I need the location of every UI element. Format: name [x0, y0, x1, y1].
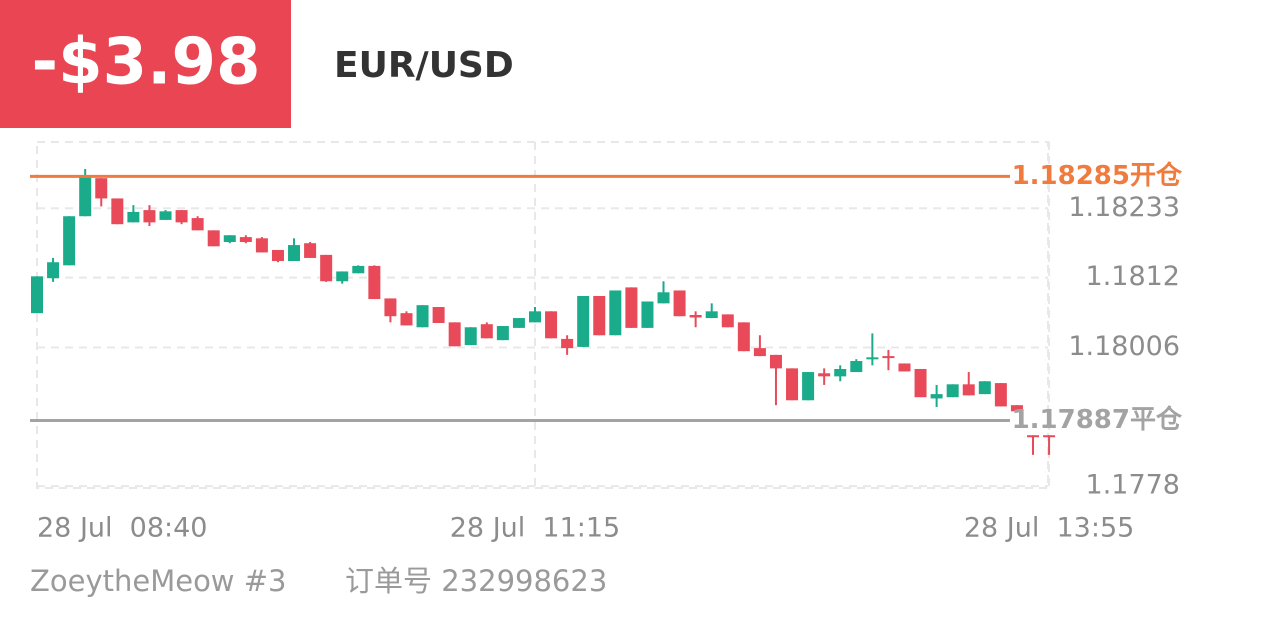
x-tick-label: 28 Jul 08:40 [37, 513, 208, 544]
candle-body [320, 254, 333, 282]
candle-body [786, 368, 799, 401]
symbol: EUR/USD [334, 45, 514, 86]
candle-body [641, 301, 654, 328]
candle-body [368, 265, 381, 300]
candle-body [753, 348, 766, 357]
candle-body [239, 237, 252, 242]
candle-body [545, 311, 558, 339]
x-tick-label: 28 Jul 11:15 [450, 513, 621, 544]
candle-body [657, 292, 670, 304]
candle-body [673, 290, 686, 317]
candle-body [577, 295, 590, 347]
candle-body [464, 327, 477, 346]
candle-body [512, 318, 525, 328]
candle-body [561, 338, 574, 349]
candle-body [384, 298, 397, 317]
candle-body [47, 262, 60, 279]
order-number: 订单号 232998623 [345, 564, 607, 598]
candle-body [400, 313, 413, 326]
candle-body [994, 383, 1007, 407]
y-tick-label: 1.18006 [1068, 331, 1180, 362]
candle-body [946, 384, 959, 398]
y-tick-label: 1.18233 [1068, 192, 1180, 223]
candle-body [625, 287, 638, 328]
candle-body [175, 210, 188, 223]
candle-body [769, 354, 782, 369]
candle-body [866, 357, 879, 360]
candle-body [737, 322, 750, 352]
account: ZoeytheMeow #3 [30, 564, 287, 598]
candle-body [609, 290, 622, 336]
candle-body [721, 314, 734, 328]
candle-body [962, 384, 975, 396]
candle-body [191, 218, 204, 231]
x-tick-label: 28 Jul 13:55 [964, 513, 1135, 544]
candle-body [111, 198, 124, 225]
candle-body [288, 245, 301, 262]
candle-body [529, 311, 541, 323]
candle-body [95, 178, 108, 199]
candle-body [255, 238, 268, 253]
candle-body [689, 315, 702, 318]
candle-body [63, 216, 76, 266]
candle-body [818, 373, 831, 377]
candle-body [480, 324, 493, 339]
pnl: -$3.98 [32, 26, 261, 100]
candle-body [930, 394, 943, 399]
candle-body [223, 235, 236, 242]
price-line-label: 1.17887平仓 [1012, 404, 1183, 435]
candle-body [898, 363, 911, 372]
y-tick-label: 1.1812 [1086, 261, 1180, 292]
candle-body [352, 265, 365, 274]
candle-body [1043, 435, 1056, 438]
candle-body [802, 372, 815, 401]
candle-body [159, 211, 172, 220]
pnl-badge [0, 0, 291, 128]
candle-body [207, 230, 220, 247]
candle-body [304, 243, 317, 258]
candle-body [127, 211, 140, 223]
candle-body [705, 311, 718, 319]
candle-body [271, 249, 284, 262]
price-line-label: 1.18285开仓 [1012, 160, 1183, 191]
candle-body [882, 356, 895, 359]
candle-body [834, 368, 847, 377]
y-tick-label: 1.1778 [1086, 470, 1180, 501]
candle-body [143, 210, 156, 223]
candle-body [978, 381, 991, 395]
candle-body [416, 305, 429, 328]
candle-body [914, 368, 927, 398]
plot-frame [36, 141, 1049, 489]
candle-body [336, 271, 349, 282]
candle-body [1027, 435, 1039, 438]
candle-body [79, 176, 92, 217]
plot: 1.18233 1.1812 1.18006 1.1778 28 Jul 08:40 28… [30, 142, 1183, 544]
candle-body [593, 295, 606, 336]
candle-body [448, 322, 461, 347]
candle-body [432, 307, 445, 323]
candle-body [31, 276, 43, 314]
candle-body [496, 326, 509, 341]
candle-body [850, 361, 863, 373]
candle-body [1010, 405, 1023, 412]
